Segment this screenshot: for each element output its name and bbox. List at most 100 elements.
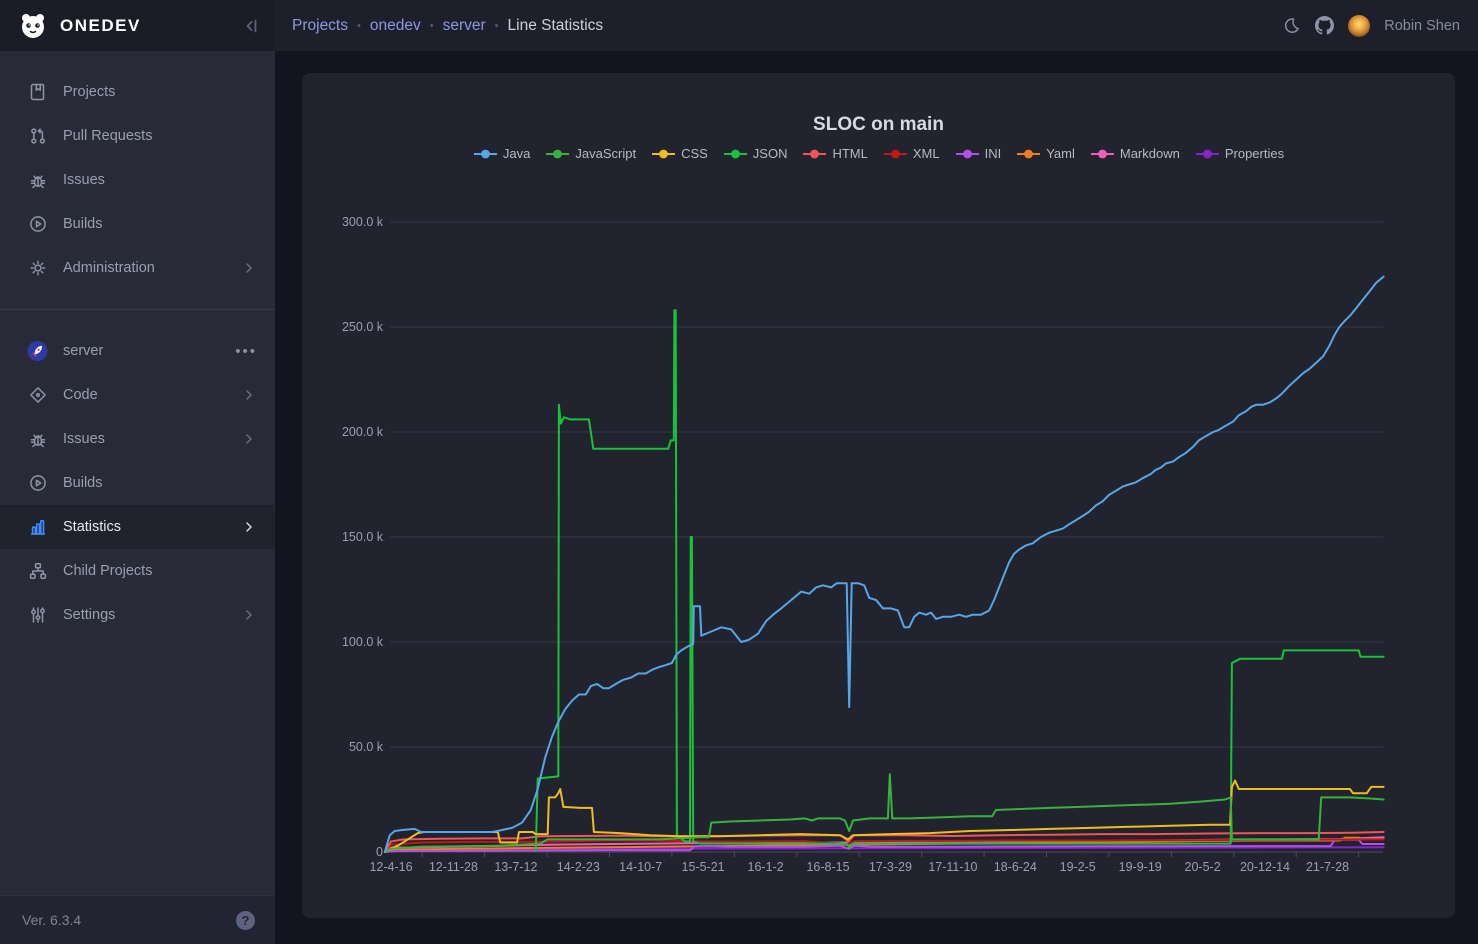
pull-requests-icon <box>27 126 48 147</box>
breadcrumb-server[interactable]: server <box>442 16 486 34</box>
projects-icon <box>27 82 48 103</box>
y-axis-label: 100.0 k <box>342 635 384 649</box>
legend-label: Markdown <box>1119 146 1180 161</box>
sidebar-item-label: Statistics <box>63 519 122 535</box>
sidebar-nav: Projects Pull Requests Issues Builds Adminis… <box>0 51 275 637</box>
ellipsis-icon[interactable]: ••• <box>235 342 257 360</box>
sidebar-item-projects[interactable]: Projects <box>0 70 275 114</box>
legend-marker-icon <box>1017 149 1041 158</box>
chevron-right-icon <box>241 387 257 403</box>
chevron-right-icon <box>241 607 257 623</box>
legend-marker-icon <box>1090 149 1114 158</box>
series-line-css <box>383 779 1385 853</box>
sidebar-item-administration[interactable]: Administration <box>0 246 275 290</box>
sidebar-item-child-projects[interactable]: Child Projects <box>0 549 275 593</box>
series-line-javascript <box>383 773 1385 853</box>
legend-label: INI <box>984 146 1002 161</box>
topbar-right: Robin Shen <box>1282 14 1460 37</box>
legend-item-json[interactable]: JSON <box>723 146 787 161</box>
gear-icon <box>27 258 48 279</box>
rocket-avatar <box>27 340 48 362</box>
x-axis-label: 20-5-2 <box>1185 860 1221 874</box>
github-icon[interactable] <box>1315 16 1335 35</box>
sidebar-item-code[interactable]: Code <box>0 373 275 417</box>
legend-item-properties[interactable]: Properties <box>1195 146 1284 161</box>
bar-chart-icon <box>27 517 48 538</box>
legend-item-xml[interactable]: XML <box>883 146 940 161</box>
user-avatar[interactable] <box>1348 14 1371 37</box>
x-axis-label: 12-11-28 <box>429 860 478 874</box>
legend-item-yaml[interactable]: Yaml <box>1016 146 1075 161</box>
sidebar-item-pull-requests[interactable]: Pull Requests <box>0 114 275 158</box>
sidebar-item-label: Projects <box>63 84 116 100</box>
x-axis-label: 19-2-5 <box>1060 860 1096 874</box>
sidebar-item-label: Code <box>63 387 98 403</box>
sidebar-item-label: Administration <box>63 260 155 276</box>
x-axis-label: 16-1-2 <box>748 860 784 874</box>
sidebar-item-issues[interactable]: Issues <box>0 417 275 461</box>
sitemap-icon <box>27 561 48 582</box>
sidebar-item-settings[interactable]: Settings <box>0 593 275 637</box>
legend-item-java[interactable]: Java <box>473 146 530 161</box>
legend-marker-icon <box>955 149 979 158</box>
version-label: Ver. 6.3.4 <box>22 912 82 928</box>
breadcrumb-projects[interactable]: Projects <box>292 16 348 34</box>
series-line-json <box>534 309 1385 852</box>
legend-label: XML <box>912 146 940 161</box>
legend-marker-icon <box>803 149 827 158</box>
legend-marker-icon <box>473 149 497 158</box>
legend-marker-icon <box>883 149 907 158</box>
breadcrumb-onedev[interactable]: onedev <box>369 16 421 34</box>
sidebar-item-builds[interactable]: Builds <box>0 461 275 505</box>
chevron-right-icon <box>241 519 257 535</box>
breadcrumb: Projects • onedev • server • Line Statistics <box>292 17 603 35</box>
sidebar-item-label: Builds <box>63 216 103 232</box>
legend-item-css[interactable]: CSS <box>651 146 708 161</box>
legend-label: CSS <box>681 146 708 161</box>
legend-item-ini[interactable]: INI <box>955 146 1002 161</box>
chart-legend: Java JavaScript CSS JSON HTML XML INI Yaml Markd… <box>302 146 1455 161</box>
line-chart[interactable]: 300.0 k 250.0 k 200.0 k 150.0 k 100.0 k 50.0 … <box>330 190 1435 890</box>
sidebar-item-label: Settings <box>63 607 116 623</box>
user-name[interactable]: Robin Shen <box>1384 17 1460 34</box>
code-icon <box>27 385 48 406</box>
chevron-right-icon <box>241 431 257 447</box>
legend-marker-icon <box>546 149 570 158</box>
x-axis-label: 14-2-23 <box>557 860 600 874</box>
legend-label: JavaScript <box>575 146 637 161</box>
bug-icon <box>27 429 48 450</box>
x-axis-label: 15-5-21 <box>682 860 725 874</box>
breadcrumb-line-statistics: Line Statistics <box>507 16 604 34</box>
breadcrumb-separator: • <box>357 19 361 32</box>
legend-item-markdown[interactable]: Markdown <box>1090 146 1180 161</box>
main-content: SLOC on main Java JavaScript CSS JSON HTML XM… <box>275 51 1478 944</box>
sidebar: ONEDEV Projects Pull Requests Issues Builds… <box>0 0 275 944</box>
sidebar-collapse-icon[interactable] <box>241 16 261 36</box>
y-axis-label: 250.0 k <box>342 320 384 334</box>
y-axis-label: 0 <box>376 845 383 859</box>
legend-marker-icon <box>723 149 747 158</box>
onedev-logo-icon <box>18 11 48 41</box>
sidebar-item-label: Builds <box>63 475 103 491</box>
chevron-right-icon <box>241 260 257 276</box>
play-circle-icon <box>27 473 48 494</box>
legend-label: Properties <box>1224 146 1285 161</box>
legend-marker-icon <box>652 149 676 158</box>
sidebar-header: ONEDEV <box>0 0 275 51</box>
legend-item-javascript[interactable]: JavaScript <box>545 146 636 161</box>
sidebar-item-label: Issues <box>63 172 105 188</box>
sidebar-item-builds[interactable]: Builds <box>0 202 275 246</box>
series-line-java <box>383 275 1385 853</box>
legend-label: Yaml <box>1046 146 1075 161</box>
question-icon[interactable]: ? <box>236 910 255 930</box>
sidebar-item-issues[interactable]: Issues <box>0 158 275 202</box>
brand-name: ONEDEV <box>60 15 141 35</box>
legend-item-html[interactable]: HTML <box>802 146 868 161</box>
breadcrumb-separator: • <box>494 19 499 32</box>
sidebar-section: server ••• Code Issues Builds Statistics Child… <box>0 309 275 637</box>
sliders-icon <box>27 605 48 626</box>
sidebar-item-statistics[interactable]: Statistics <box>0 505 275 549</box>
chart-card: SLOC on main Java JavaScript CSS JSON HTML XM… <box>302 73 1455 918</box>
moon-icon[interactable] <box>1282 16 1301 35</box>
sidebar-item-server[interactable]: server ••• <box>0 329 275 373</box>
